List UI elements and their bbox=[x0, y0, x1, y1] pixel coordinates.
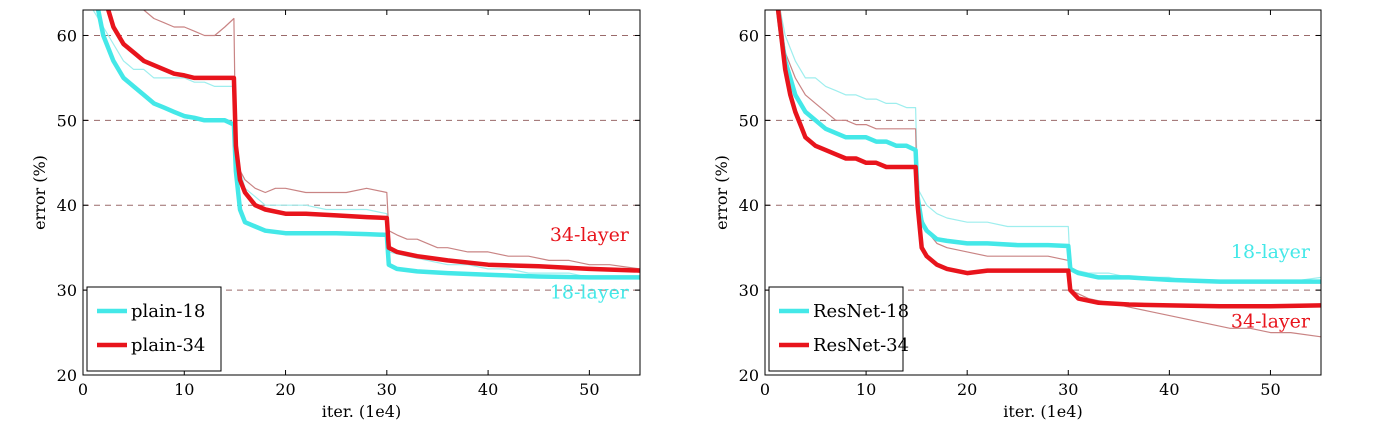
y-tick-label: 60 bbox=[739, 26, 759, 45]
legend-box bbox=[768, 286, 904, 372]
legend: ResNet-18 ResNet-34 bbox=[768, 286, 909, 372]
legend-label: ResNet-18 bbox=[813, 301, 909, 322]
y-tick-label: 20 bbox=[739, 366, 759, 385]
y-axis-label: error (%) bbox=[30, 155, 49, 230]
x-tick-label: 10 bbox=[174, 380, 194, 399]
x-tick-label: 30 bbox=[377, 380, 397, 399]
x-axis-label: iter. (1e4) bbox=[1003, 402, 1082, 421]
legend-box bbox=[86, 286, 222, 372]
series-line-plain-18-train bbox=[92, 10, 640, 278]
x-tick-label: 40 bbox=[1159, 380, 1179, 399]
series-line-plain-34-train bbox=[143, 10, 640, 270]
y-tick-label: 40 bbox=[739, 196, 759, 215]
x-tick-label: 40 bbox=[478, 380, 498, 399]
series-line-plain-18 bbox=[95, 10, 640, 280]
plot-area bbox=[775, 10, 1321, 338]
x-axis-label: iter. (1e4) bbox=[322, 402, 401, 421]
y-tick-label: 20 bbox=[57, 366, 77, 385]
chart-2: 0 10 20 30 40 50 20 30 40 50 60 iter. (1e4) error (%… bbox=[712, 9, 1322, 421]
y-tick-label: 50 bbox=[57, 111, 77, 130]
y-tick-label: 50 bbox=[739, 111, 759, 130]
y-axis-label: error (%) bbox=[712, 155, 731, 230]
x-tick-label: 20 bbox=[957, 380, 977, 399]
x-tick-label: 0 bbox=[760, 380, 770, 399]
chart-1: 0 10 20 30 40 50 20 30 40 50 60 iter. (1e4) error (%… bbox=[30, 9, 641, 421]
legend-label: ResNet-34 bbox=[813, 335, 909, 356]
x-tick-label: 50 bbox=[1260, 380, 1280, 399]
series-line-resnet-34-train bbox=[779, 10, 1321, 338]
legend-label: plain-18 bbox=[131, 301, 205, 322]
annotation-18-layer: 18-layer bbox=[1231, 241, 1311, 263]
legend-label: plain-34 bbox=[131, 335, 205, 356]
y-tick-label: 60 bbox=[57, 26, 77, 45]
annotation-34-layer: 34-layer bbox=[1231, 310, 1311, 332]
y-tick-label: 40 bbox=[57, 196, 77, 215]
plot-area bbox=[92, 10, 640, 280]
annotation-34-layer: 34-layer bbox=[550, 224, 630, 246]
axes-frame bbox=[82, 9, 641, 376]
annotation-18-layer: 18-layer bbox=[550, 282, 630, 304]
x-tick-label: 50 bbox=[579, 380, 599, 399]
x-tick-label: 0 bbox=[78, 380, 88, 399]
x-tick-label: 30 bbox=[1058, 380, 1078, 399]
legend: plain-18 plain-34 bbox=[86, 286, 222, 372]
y-tick-label: 30 bbox=[739, 281, 759, 300]
axes-frame bbox=[764, 9, 1322, 376]
series-line-resnet-34 bbox=[775, 10, 1321, 309]
x-tick-label: 10 bbox=[856, 380, 876, 399]
x-tick-label: 20 bbox=[275, 380, 295, 399]
series-line-plain-34 bbox=[106, 10, 640, 273]
y-tick-label: 30 bbox=[57, 281, 77, 300]
